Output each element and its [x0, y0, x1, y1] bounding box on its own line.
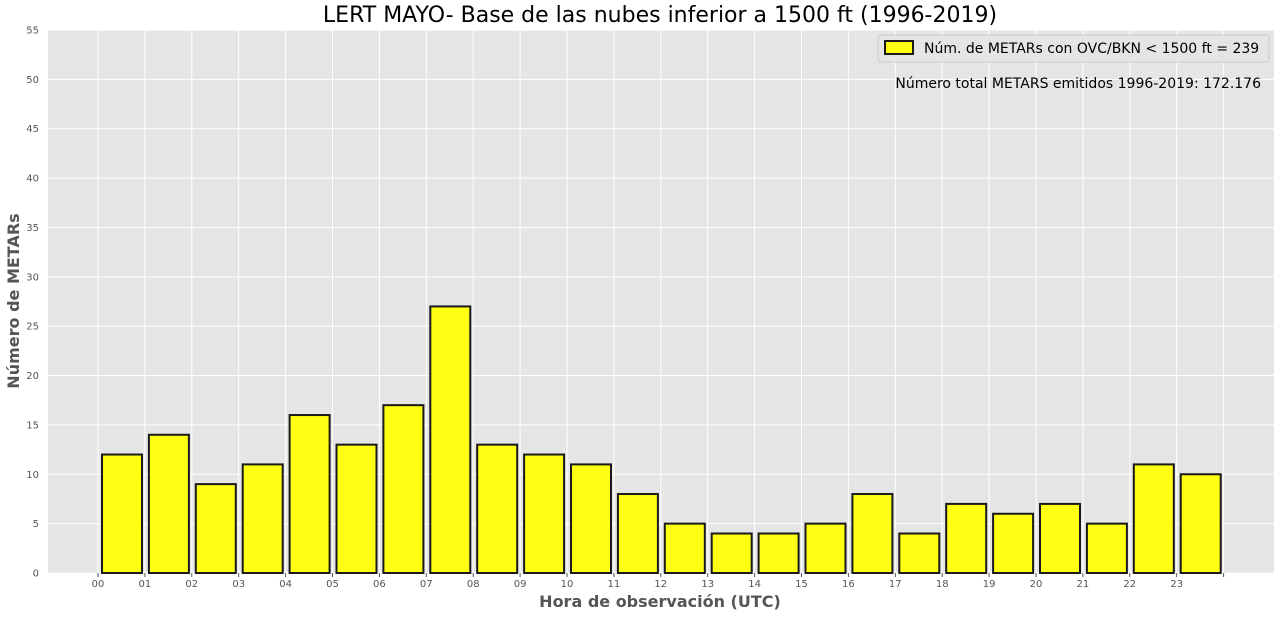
- legend-swatch: [884, 40, 914, 55]
- x-tick-label: 10: [561, 579, 574, 590]
- bar-hour-01: [147, 433, 190, 575]
- x-tick-label: 12: [654, 579, 667, 590]
- y-tick-label: 45: [26, 124, 39, 135]
- y-tick-label: 30: [26, 272, 39, 283]
- bar-hour-22: [1132, 463, 1175, 574]
- bar-hour-02: [194, 483, 237, 574]
- x-tick-label: 23: [1170, 579, 1183, 590]
- x-tick-label: 20: [1030, 579, 1043, 590]
- bar-hour-19: [992, 512, 1035, 574]
- bar-hour-14: [757, 532, 800, 575]
- x-tick-label: 17: [889, 579, 902, 590]
- y-axis-label: Número de METARs: [4, 213, 23, 388]
- bar-hour-10: [570, 463, 612, 574]
- y-tick-label: 50: [26, 75, 39, 86]
- bar-hour-17: [898, 532, 941, 575]
- y-tick-label: 25: [26, 322, 39, 333]
- x-tick-label: 02: [185, 579, 198, 590]
- y-tick-label: 55: [26, 26, 39, 37]
- total-metars-annotation: Número total METARS emitidos 1996-2019: …: [895, 76, 1261, 92]
- bar-hour-16: [851, 493, 894, 575]
- x-tick-label: 08: [467, 579, 480, 590]
- y-tick-label: 5: [33, 519, 39, 530]
- bar-hour-09: [523, 453, 566, 575]
- x-axis-label: Hora de observación (UTC): [539, 592, 781, 611]
- chart-title: LERT MAYO- Base de las nubes inferior a …: [323, 3, 997, 28]
- bar-hour-03: [241, 463, 284, 574]
- x-tick-label: 01: [139, 579, 152, 590]
- x-axis-ticks: 00 01 02 03 04 05 06 07 08 09 10 11 12 13 14 15 16 17 18 19…: [92, 573, 1225, 590]
- x-tick-label: 16: [842, 579, 855, 590]
- y-tick-label: 40: [26, 174, 39, 185]
- bar-hour-08: [476, 443, 519, 574]
- x-tick-label: 06: [373, 579, 386, 590]
- bar-hour-04: [288, 414, 331, 575]
- y-axis-ticks: 0 5 10 15 20 25 30 35 40 45 50 55: [26, 26, 39, 580]
- y-tick-label: 35: [26, 223, 39, 234]
- y-tick-label: 0: [33, 569, 39, 580]
- bar-hour-23: [1179, 473, 1222, 575]
- bar-hour-06: [382, 404, 425, 574]
- x-tick-label: 19: [983, 579, 996, 590]
- x-tick-label: 13: [701, 579, 714, 590]
- bar-hour-21: [1085, 522, 1128, 574]
- x-tick-label: 11: [608, 579, 621, 590]
- bar-hour-20: [1039, 502, 1081, 574]
- y-tick-label: 20: [26, 371, 39, 382]
- bar-hour-13: [710, 532, 753, 575]
- x-tick-label: 22: [1123, 579, 1136, 590]
- x-tick-label: 09: [514, 579, 527, 590]
- bar-hour-12: [663, 522, 706, 574]
- x-tick-label: 18: [936, 579, 949, 590]
- x-tick-label: 00: [92, 579, 105, 590]
- x-tick-label: 05: [326, 579, 339, 590]
- legend: Núm. de METARs con OVC/BKN < 1500 ft = 2…: [877, 34, 1270, 63]
- legend-box: [877, 34, 1270, 63]
- x-tick-label: 15: [795, 579, 808, 590]
- x-tick-label: 04: [279, 579, 292, 590]
- x-tick-label: 03: [232, 579, 245, 590]
- legend-label: Núm. de METARs con OVC/BKN < 1500 ft = 2…: [924, 41, 1259, 57]
- bars: [101, 305, 1222, 575]
- bar-hour-18: [945, 502, 988, 574]
- x-tick-label: 21: [1077, 579, 1090, 590]
- x-tick-label: 07: [420, 579, 433, 590]
- bar-hour-11: [616, 493, 659, 575]
- bar-hour-15: [804, 522, 847, 574]
- y-tick-label: 15: [26, 420, 39, 431]
- x-tick-label: 14: [748, 579, 761, 590]
- bar-hour-07: [429, 305, 472, 574]
- bar-hour-00: [101, 453, 143, 575]
- y-tick-label: 10: [26, 470, 39, 481]
- bar-hour-05: [335, 443, 378, 574]
